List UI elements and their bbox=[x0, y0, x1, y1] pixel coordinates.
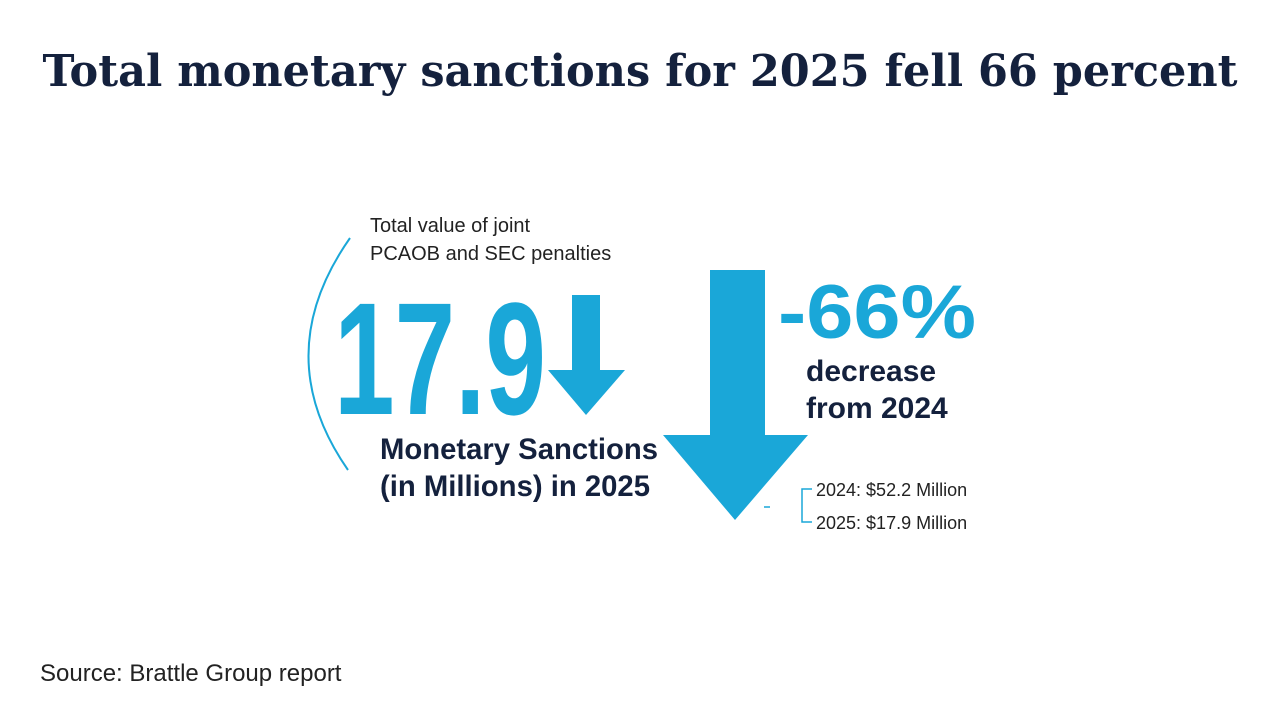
label: (in Millions) in 2025 bbox=[380, 470, 650, 503]
change-text: decrease bbox=[806, 355, 936, 388]
caption: PCAOB and SEC penalties bbox=[370, 243, 611, 265]
change-text: from 2024 bbox=[806, 392, 948, 425]
label: Monetary Sanctions bbox=[380, 433, 658, 466]
source: Source: Brattle Group report bbox=[40, 660, 342, 687]
bracket bbox=[764, 488, 812, 523]
change: -66% bbox=[778, 270, 976, 355]
big-arrow bbox=[663, 270, 808, 520]
caption: Total value of joint bbox=[370, 215, 531, 237]
comparison: 2024: $52.2 Million bbox=[816, 480, 967, 500]
title: Total monetary sanctions for 2025 fell 6… bbox=[43, 46, 1239, 97]
big-number: 17.9 bbox=[334, 269, 546, 448]
small-arrow bbox=[548, 295, 625, 415]
comparison: 2025: $17.9 Million bbox=[816, 513, 967, 533]
arc bbox=[307, 237, 351, 471]
